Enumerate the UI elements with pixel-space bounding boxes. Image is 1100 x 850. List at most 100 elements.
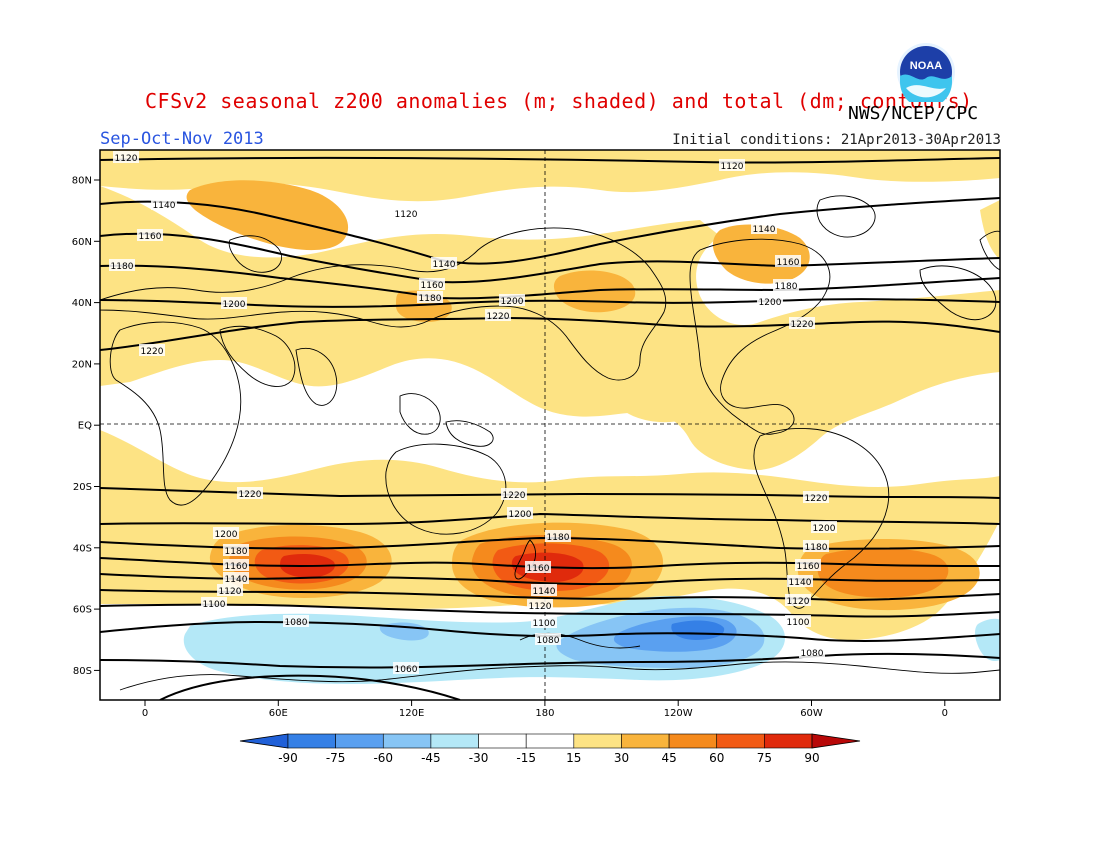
contour-label: 1100 [787,618,810,628]
contour-label: 1140 [753,225,776,235]
lat-tick-label: 20S [73,482,92,493]
colorbar-high-arrow [811,733,861,749]
contour-label: 1180 [805,543,828,553]
colorbar: -90 -75 -60 -45 -30 -15 15 30 45 60 75 90 [239,733,861,765]
colorbar-segment [430,733,479,749]
contour-label: 1220 [239,490,262,500]
colorbar-tick-label: -45 [421,751,441,765]
lat-tick-label: 40S [73,543,92,554]
coastlines [100,195,1000,691]
colorbar-segment [478,733,527,749]
contour-label: 1220 [791,320,814,330]
initial-conditions-label: Initial conditions: 21Apr2013-30Apr2013 [672,132,1001,148]
contour-labels: 1120 1140 1160 1180 1200 1220 1120 1140 1160 1180… [109,151,837,675]
contour-label: 1160 [777,258,800,268]
contour-label: 1220 [805,494,828,504]
north-contour-labels: 1120 1140 1160 1180 1200 1220 1120 1140 1160 1180… [109,151,815,357]
colorbar-tick-label: 45 [661,751,676,765]
contour-label: 1140 [433,260,456,270]
colorbar-segment [335,733,384,749]
lat-tick-label: 80S [73,666,92,677]
colorbar-segment [525,733,575,749]
contour-label: 1180 [225,547,248,557]
contour-label: 1220 [141,347,164,357]
contour-label: 1200 [223,300,246,310]
colorbar-tick-label: -60 [373,751,393,765]
lon-axis: 0 60E 120E 180 120W 60W 0 [142,700,948,719]
contour-label: 1200 [813,524,836,534]
lon-tick-label: 60E [269,708,288,719]
logo-text: NOAA [910,60,942,72]
colorbar-tick-label: -75 [326,751,346,765]
south-contour-labels: 1220 1200 1180 1160 1140 1120 1100 1080 1060 1220… [201,487,837,675]
contour-label: 1100 [203,600,226,610]
contour-label: 1180 [775,282,798,292]
colorbar-tick-label: 15 [566,751,581,765]
contour-label: 1120 [721,162,744,172]
lon-tick-label: 60W [800,708,823,719]
colorbar-tick-label: -15 [516,751,536,765]
contour-label: 1200 [509,510,532,520]
lon-tick-label: 120E [399,708,424,719]
colorbar-low-arrow [239,733,289,749]
contour-label: 1140 [533,587,556,597]
contour-label: 1160 [139,232,162,242]
contour-label: 1160 [797,562,820,572]
contour-label: 1080 [537,636,560,646]
contour-label: 1100 [533,619,556,629]
lat-tick-label: 20N [72,359,92,370]
colorbar-tick-label: 90 [804,751,819,765]
colorbar-segment [573,733,622,749]
lat-tick-label: 60S [73,605,92,616]
lat-axis: 80N 60N 40N 20N EQ 20S 40S 60S 80S [72,176,100,677]
lat-tick-label: 80N [72,176,92,187]
colorbar-segment [287,733,336,749]
lat-tick-label: EQ [78,421,92,432]
contour-label: 1140 [789,578,812,588]
contour-label: 1080 [801,649,824,659]
colorbar-segment [382,733,432,749]
colorbar-tick-label: 30 [614,751,629,765]
noaa-logo: NOAA [897,43,955,102]
contour-label: 1120 [395,210,418,220]
contour-label: 1120 [219,587,242,597]
colorbar-segment [716,733,765,749]
map-panel: 1120 1140 1160 1180 1200 1220 1120 1140 1160 1180… [100,150,1000,700]
season-label: Sep-Oct-Nov 2013 [100,129,264,149]
contour-label: 1060 [395,665,418,675]
colorbar-tick-label: 60 [709,751,724,765]
contour-label: 1160 [421,281,444,291]
contour-label: 1080 [285,618,308,628]
colorbar-segment [764,733,813,749]
contour-label: 1200 [215,530,238,540]
lon-tick-label: 120W [664,708,693,719]
colorbar-tick-label: -30 [469,751,489,765]
contour-label: 1120 [529,602,552,612]
contour-label: 1200 [501,297,524,307]
lon-tick-label: 0 [142,708,148,719]
colorbar-tick-label: -90 [278,751,298,765]
colorbar-segment [621,733,670,749]
lat-tick-label: 40N [72,298,92,309]
contour-label: 1180 [111,262,134,272]
contour-label: 1180 [547,533,570,543]
lat-tick-label: 60N [72,237,92,248]
contour-label: 1200 [759,298,782,308]
contour-label: 1120 [787,597,810,607]
contour-label: 1140 [153,201,176,211]
contour-label: 1120 [115,154,138,164]
contour-label: 1220 [487,312,510,322]
colorbar-tick-label: 75 [757,751,772,765]
height-contours [100,156,1000,700]
lon-tick-label: 0 [942,708,948,719]
lon-tick-label: 180 [535,708,554,719]
contour-label: 1220 [503,491,526,501]
contour-label: 1160 [527,564,550,574]
negative-anomaly-60 [671,620,725,640]
contour-label: 1140 [225,575,248,585]
contour-label: 1160 [225,562,248,572]
contour-label: 1180 [419,294,442,304]
chart-title: CFSv2 seasonal z200 anomalies (m; shaded… [145,89,973,113]
colorbar-segment [668,733,718,749]
